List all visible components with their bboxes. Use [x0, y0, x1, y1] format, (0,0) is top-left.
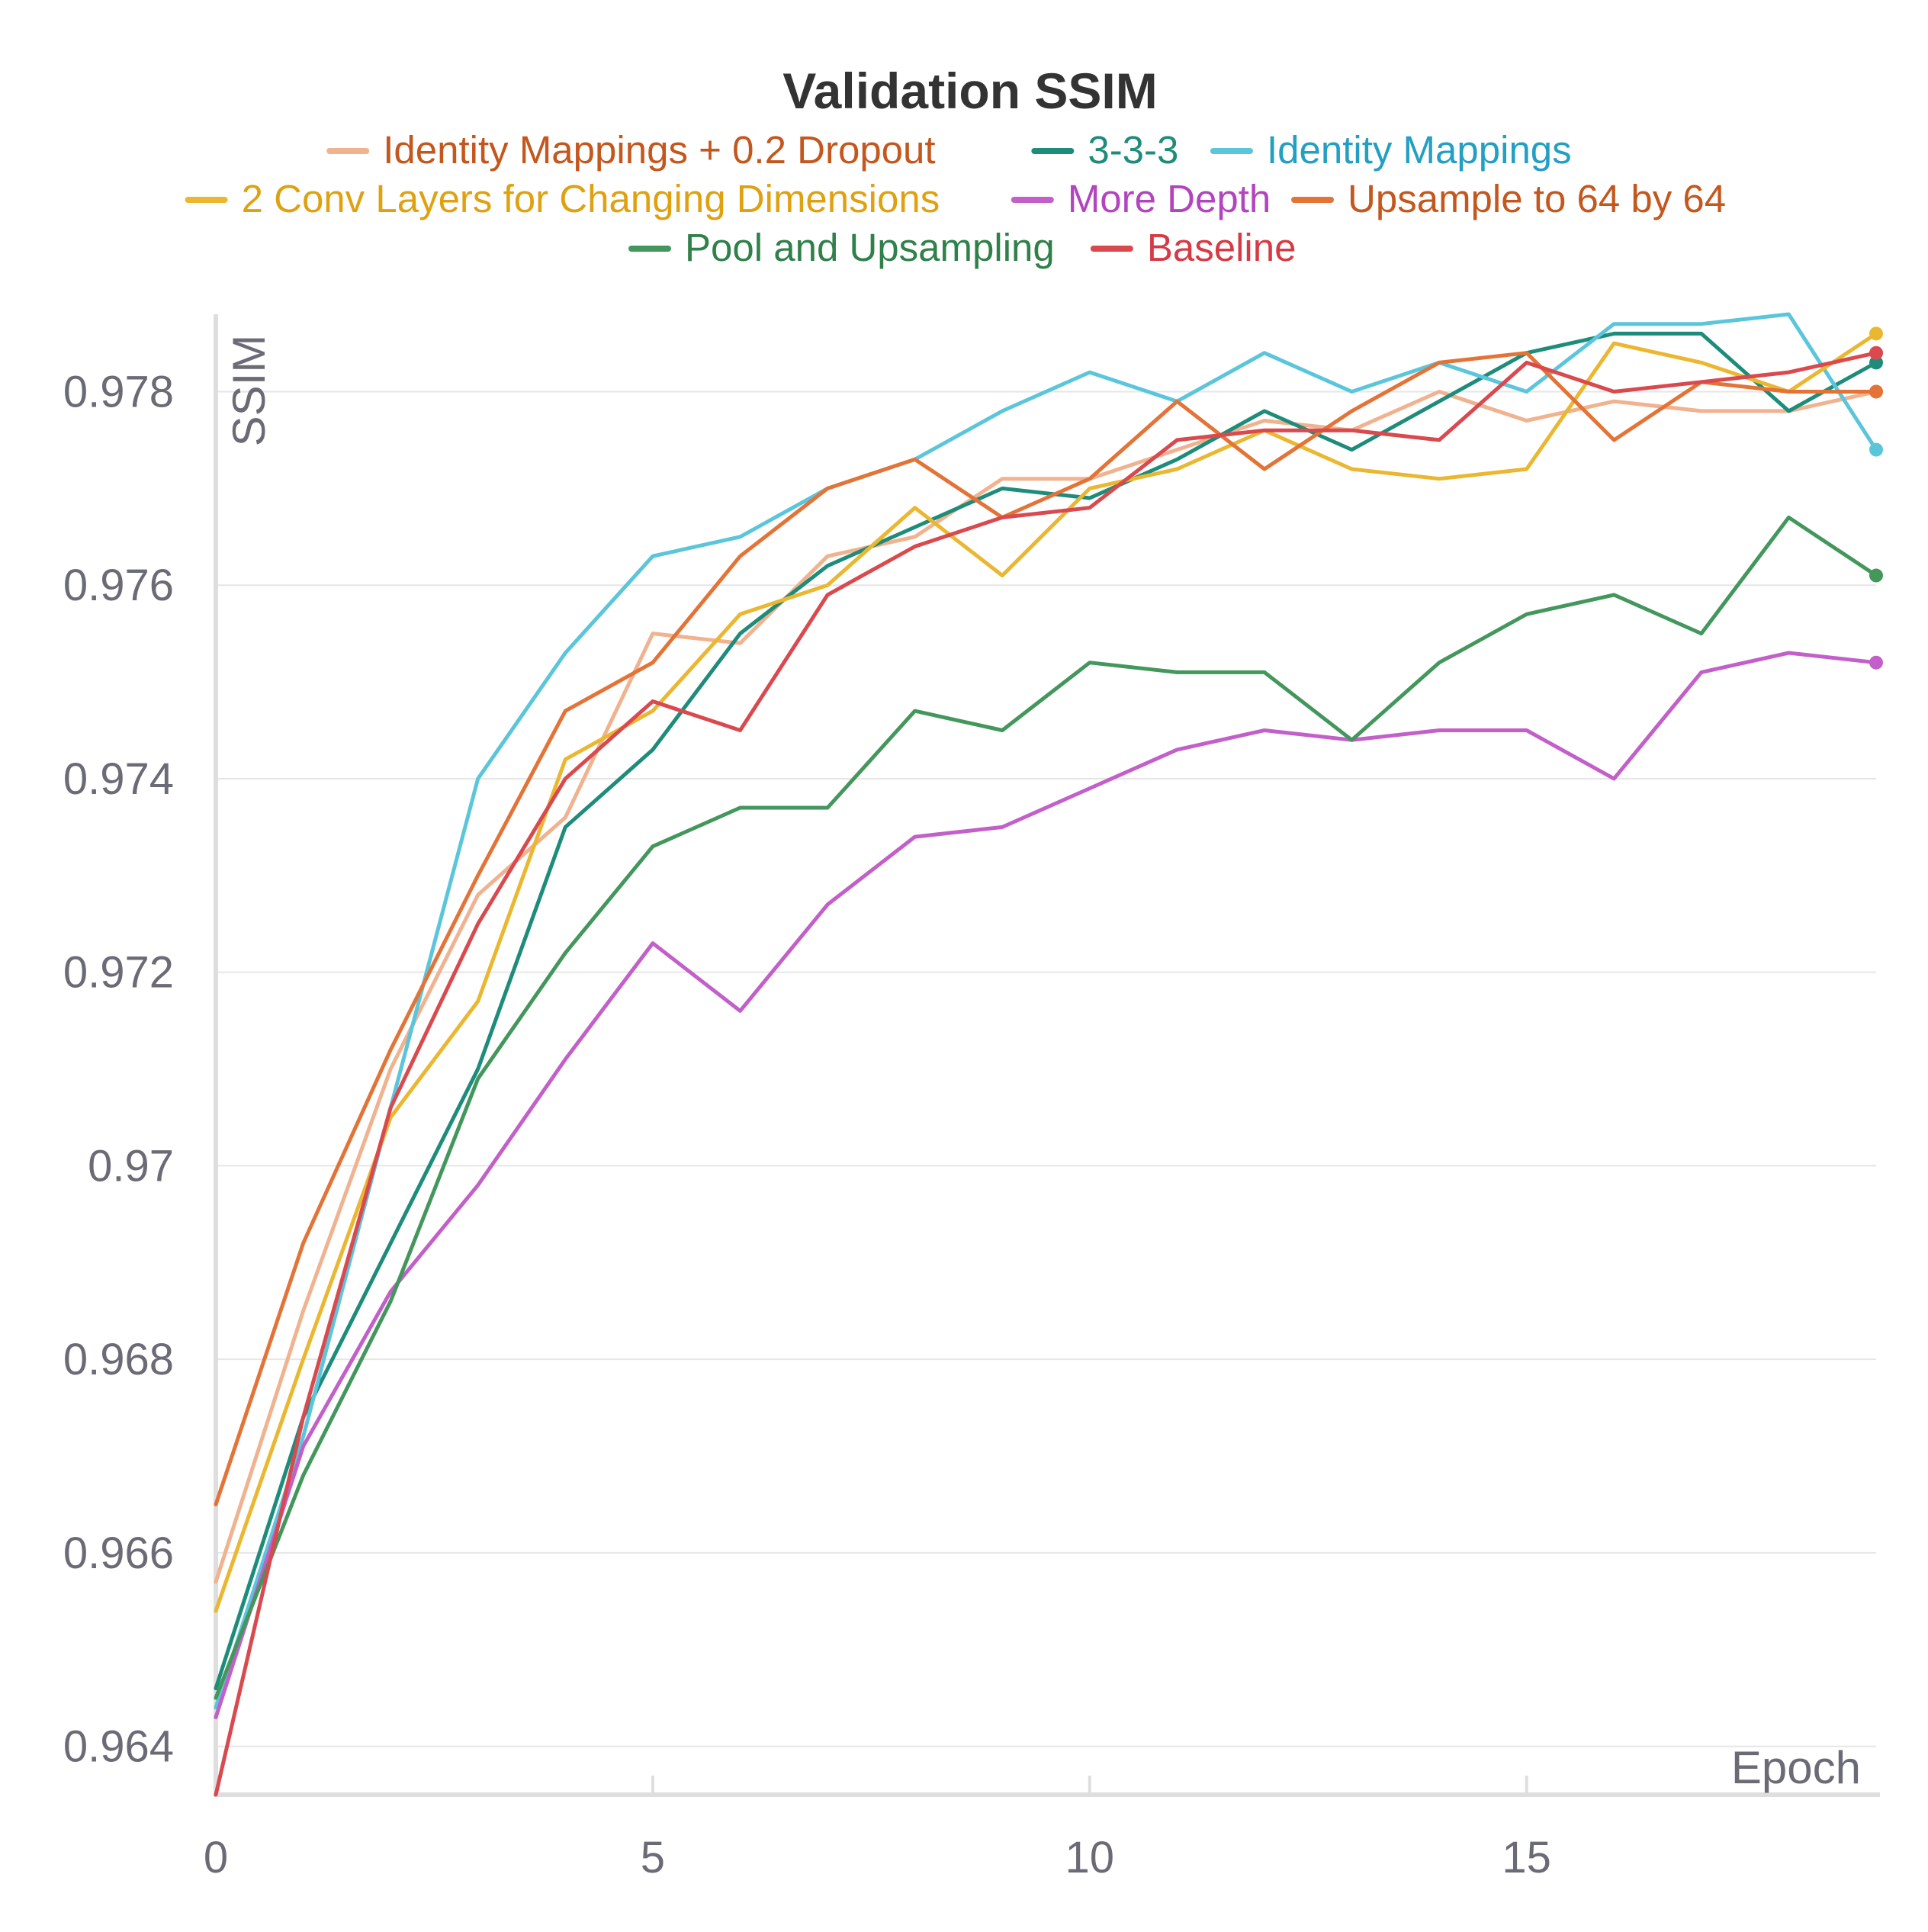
series — [214, 346, 1883, 1797]
axes: SSIM Epoch — [214, 314, 1880, 1797]
series — [214, 351, 1883, 1506]
y-tick-label: 0.968 — [63, 1335, 174, 1384]
x-tick-label: 15 — [1502, 1833, 1551, 1882]
series — [214, 326, 1883, 1613]
legend-item[interactable]: Pool and Upsampling — [628, 226, 1055, 269]
legend-item[interactable]: Identity Mappings + 0.2 Dropout — [326, 128, 936, 172]
y-tick-label: 0.978 — [63, 367, 174, 416]
legend-label: 3-3-3 — [1088, 128, 1178, 172]
legend-item[interactable]: 2 Conv Layers for Changing Dimensions — [185, 177, 940, 220]
series — [214, 384, 1883, 1584]
series-line — [214, 390, 1878, 1584]
legend-label: Identity Mappings + 0.2 Dropout — [383, 128, 935, 172]
y-tick-label: 0.97 — [88, 1141, 174, 1191]
grid — [216, 391, 1876, 1747]
x-tick-label: 10 — [1065, 1833, 1115, 1882]
y-tick-label: 0.972 — [63, 948, 174, 998]
x-axis-label: Epoch — [1731, 1742, 1861, 1793]
legend-label: Upsample to 64 by 64 — [1348, 177, 1726, 220]
legend-item[interactable]: More Depth — [1011, 177, 1271, 220]
series-line — [214, 331, 1878, 1690]
series-end-marker — [1869, 326, 1883, 341]
chart-title: Validation SSIM — [782, 63, 1157, 119]
y-axis-label: SSIM — [223, 335, 275, 447]
series — [214, 331, 1883, 1690]
series-group — [214, 312, 1883, 1797]
legend-label: Pool and Upsampling — [685, 226, 1055, 269]
legend-label: Identity Mappings — [1267, 128, 1572, 172]
series-line — [214, 351, 1878, 1506]
series-line — [214, 515, 1878, 1700]
legend-label: 2 Conv Layers for Changing Dimensions — [242, 177, 940, 220]
y-tick-label: 0.966 — [63, 1529, 174, 1578]
y-tick-label: 0.976 — [63, 561, 174, 610]
series-line — [214, 331, 1878, 1613]
series-end-marker — [1869, 384, 1883, 399]
y-tick-label: 0.974 — [63, 754, 174, 804]
legend-label: More Depth — [1068, 177, 1271, 220]
series — [214, 651, 1883, 1719]
x-tick-label: 5 — [641, 1833, 665, 1882]
legend-item[interactable]: Baseline — [1090, 226, 1297, 269]
series-end-marker — [1869, 655, 1883, 670]
series-line — [214, 651, 1878, 1719]
tick-labels: 0.964 0.966 0.968 0.97 0.972 0.974 0.976 0.978 0… — [63, 367, 1551, 1882]
series-end-marker — [1869, 346, 1883, 360]
x-tick-label: 0 — [204, 1833, 228, 1882]
legend-item[interactable]: 3-3-3 — [1031, 128, 1178, 172]
series-end-marker — [1869, 355, 1883, 370]
series — [214, 515, 1883, 1700]
y-tick-label: 0.964 — [63, 1722, 174, 1772]
series-end-marker — [1869, 442, 1883, 457]
legend-label: Baseline — [1147, 226, 1297, 269]
legend: Identity Mappings + 0.2 Dropout 3-3-3 Iden… — [185, 128, 1726, 269]
series — [214, 312, 1883, 1710]
series-line — [214, 312, 1878, 1710]
legend-item[interactable]: Identity Mappings — [1210, 128, 1572, 172]
series-line — [214, 351, 1878, 1797]
legend-item[interactable]: Upsample to 64 by 64 — [1291, 177, 1726, 220]
series-end-marker — [1869, 568, 1883, 583]
